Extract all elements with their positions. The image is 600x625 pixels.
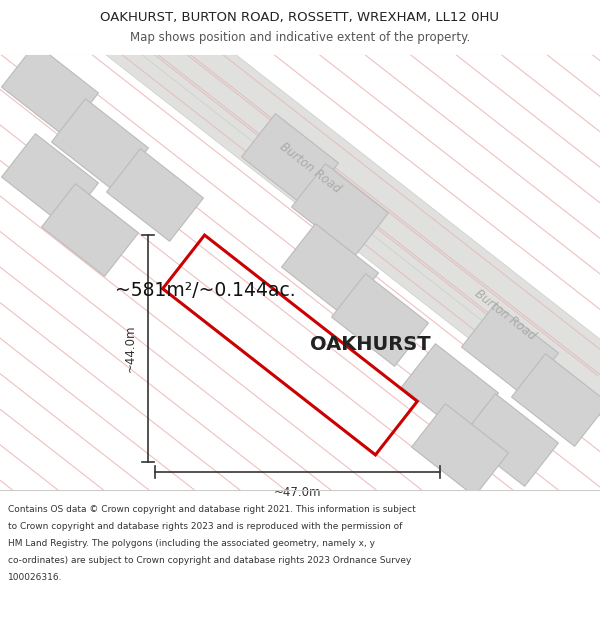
Text: Map shows position and indicative extent of the property.: Map shows position and indicative extent… <box>130 31 470 44</box>
Text: OAKHURST, BURTON ROAD, ROSSETT, WREXHAM, LL12 0HU: OAKHURST, BURTON ROAD, ROSSETT, WREXHAM,… <box>101 11 499 24</box>
Text: Burton Road: Burton Road <box>277 140 343 196</box>
Polygon shape <box>401 344 499 436</box>
Text: HM Land Registry. The polygons (including the associated geometry, namely x, y: HM Land Registry. The polygons (includin… <box>8 539 375 548</box>
Polygon shape <box>512 354 600 446</box>
Text: Burton Road: Burton Road <box>472 288 538 342</box>
Text: ~581m²/~0.144ac.: ~581m²/~0.144ac. <box>115 281 296 299</box>
Polygon shape <box>292 164 388 256</box>
Polygon shape <box>118 0 600 590</box>
Polygon shape <box>2 44 98 136</box>
Polygon shape <box>2 134 98 226</box>
Polygon shape <box>41 184 139 276</box>
Polygon shape <box>52 99 148 191</box>
Polygon shape <box>0 0 600 415</box>
Polygon shape <box>461 394 559 486</box>
Text: co-ordinates) are subject to Crown copyright and database rights 2023 Ordnance S: co-ordinates) are subject to Crown copyr… <box>8 556 412 565</box>
Text: ~47.0m: ~47.0m <box>274 486 321 499</box>
Text: 100026316.: 100026316. <box>8 573 62 582</box>
Text: OAKHURST: OAKHURST <box>310 336 430 354</box>
Polygon shape <box>461 304 559 396</box>
Polygon shape <box>412 404 508 496</box>
Text: ~44.0m: ~44.0m <box>124 325 137 372</box>
Text: to Crown copyright and database rights 2023 and is reproduced with the permissio: to Crown copyright and database rights 2… <box>8 522 403 531</box>
Polygon shape <box>281 224 379 316</box>
Polygon shape <box>332 274 428 366</box>
Polygon shape <box>242 114 338 206</box>
Polygon shape <box>107 149 203 241</box>
Text: Contains OS data © Crown copyright and database right 2021. This information is : Contains OS data © Crown copyright and d… <box>8 505 416 514</box>
